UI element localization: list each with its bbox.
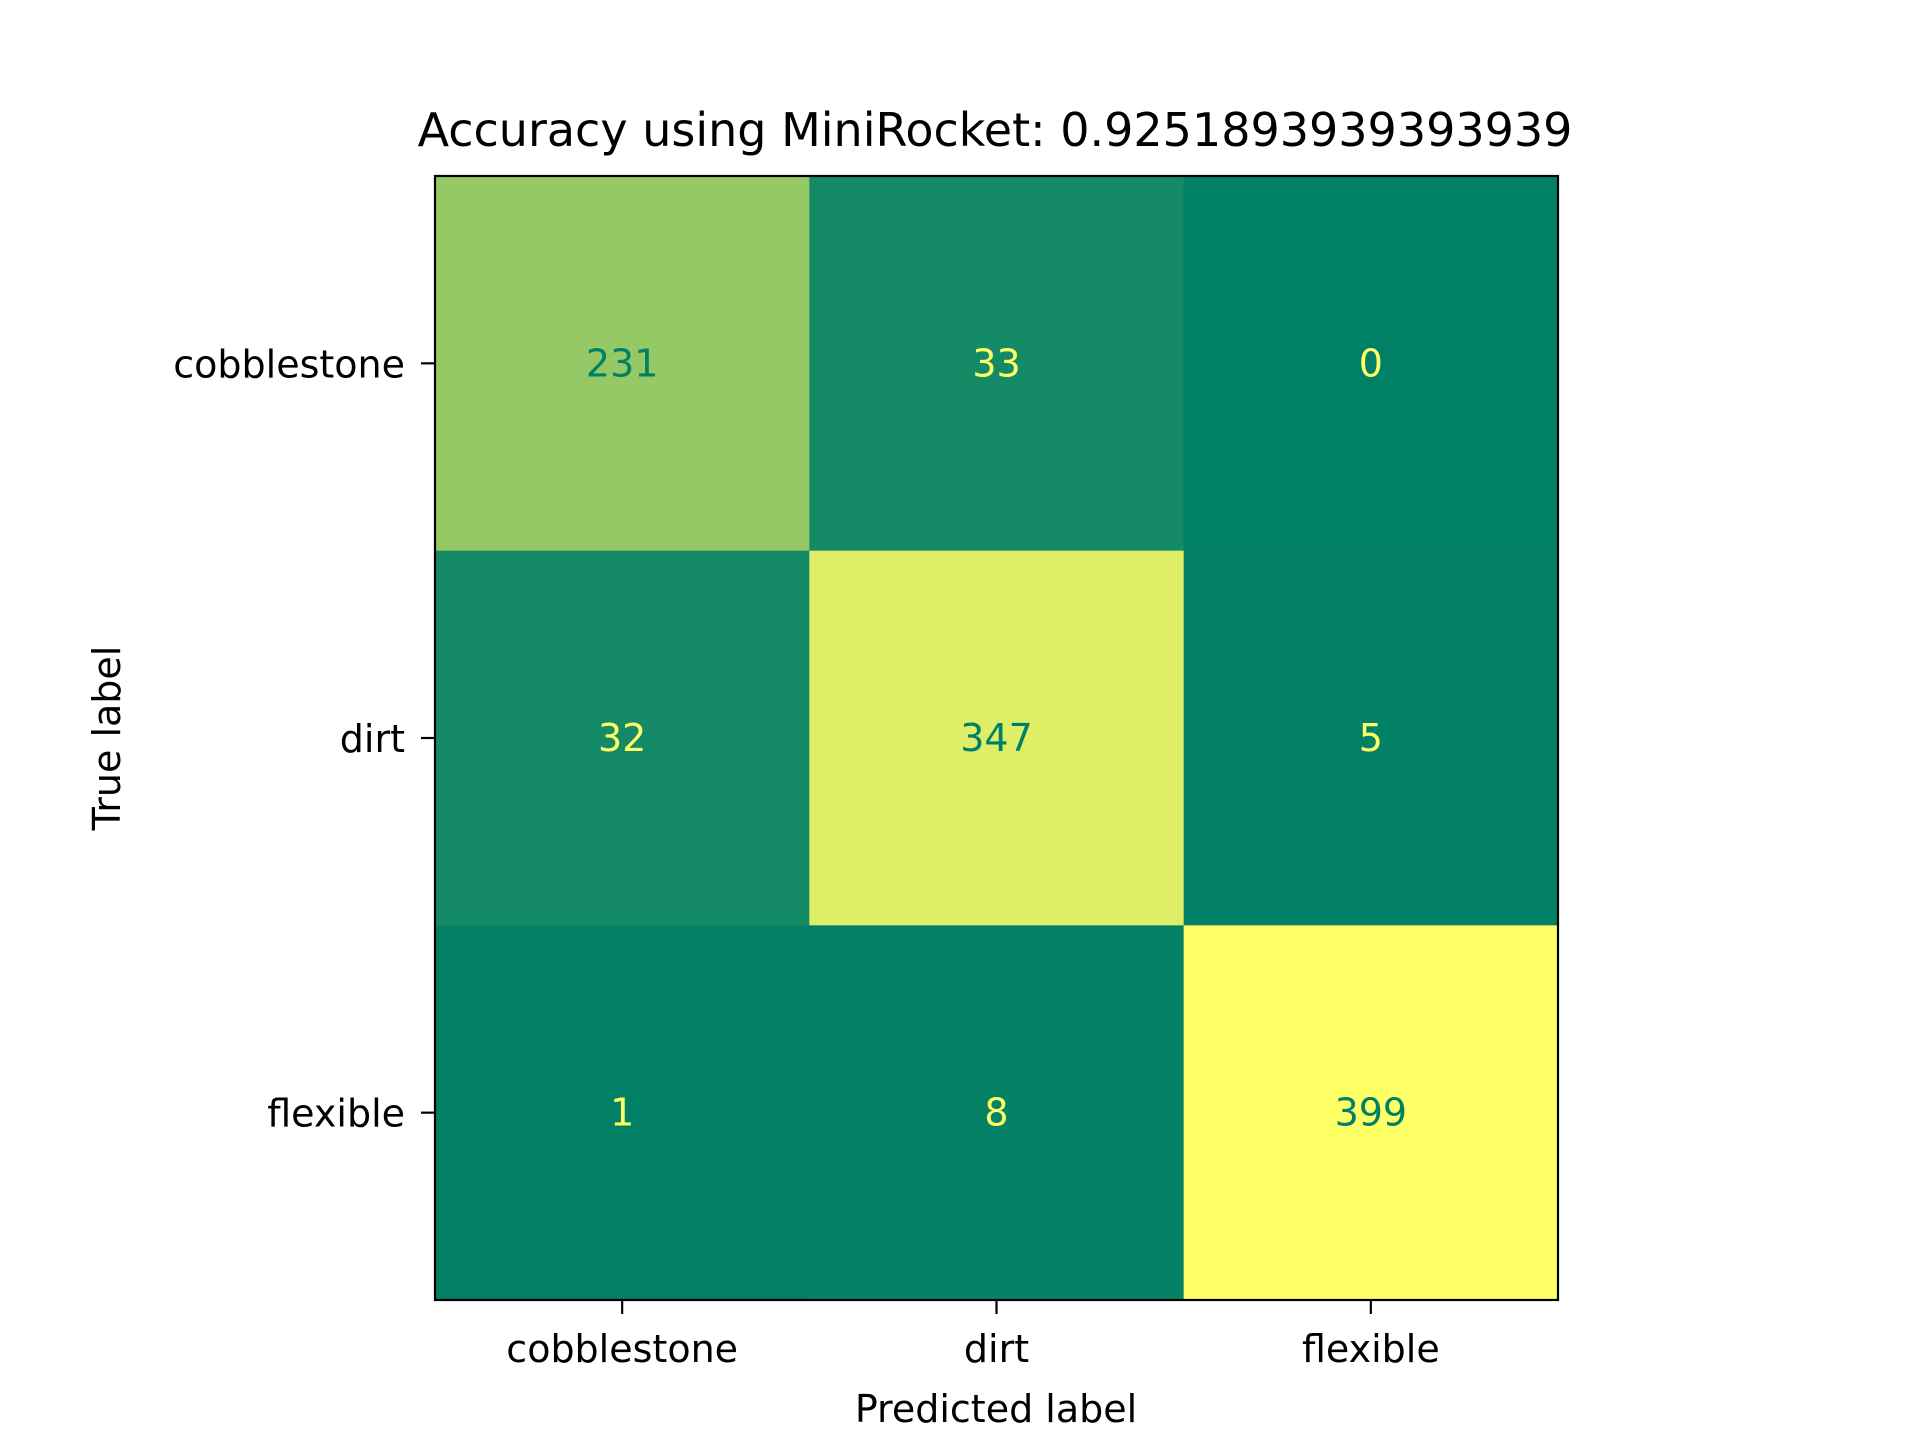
cell-value-label: 0 — [1359, 341, 1383, 385]
heatmap-cell — [809, 925, 1185, 1301]
cell-value-label: 8 — [984, 1091, 1008, 1135]
y-axis-ticks: cobblestone dirt flexible — [173, 342, 435, 1136]
y-axis-label: True label — [85, 646, 129, 832]
x-tick-label: cobblestone — [506, 1327, 738, 1371]
cell-value-label: 33 — [972, 341, 1020, 385]
cell-value-label: 5 — [1359, 716, 1383, 760]
x-tick-label: dirt — [964, 1327, 1029, 1371]
cell-value-label: 32 — [598, 716, 646, 760]
heatmap-cell — [435, 925, 810, 1301]
heatmap-cells — [435, 176, 1559, 1301]
heatmap-cell — [1183, 176, 1559, 552]
x-axis-ticks: cobblestone dirt flexible — [506, 1300, 1440, 1371]
heatmap-cell — [809, 550, 1185, 926]
heatmap-cell — [809, 176, 1185, 552]
heatmap-cell — [1183, 925, 1559, 1301]
cell-value-label: 347 — [960, 716, 1033, 760]
y-tick-label: flexible — [267, 1092, 405, 1136]
heatmap-cell — [435, 550, 810, 926]
cell-value-label: 1 — [610, 1091, 634, 1135]
cell-value-label: 399 — [1335, 1091, 1408, 1135]
x-axis-label: Predicted label — [855, 1387, 1137, 1431]
cell-value-label: 231 — [586, 341, 659, 385]
heatmap-cell — [435, 176, 810, 552]
heatmap-cell — [1183, 550, 1559, 926]
y-tick-label: dirt — [340, 717, 405, 761]
x-tick-label: flexible — [1302, 1327, 1440, 1371]
cell-value-labels: 231 33 0 32 347 5 1 8 399 — [586, 341, 1407, 1134]
chart-title: Accuracy using MiniRocket: 0.92518939393… — [418, 103, 1573, 157]
y-tick-label: cobblestone — [173, 342, 405, 386]
